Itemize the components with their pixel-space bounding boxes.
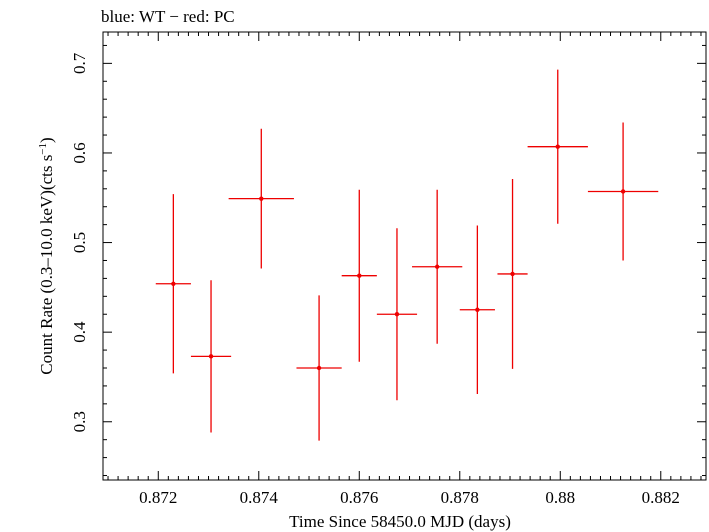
y-tick-label: 0.7 xyxy=(70,52,89,74)
y-axis-label: Count Rate (0.3–10.0 keV)(cts s−1) xyxy=(37,137,56,374)
x-tick-label: 0.88 xyxy=(545,488,575,507)
plot-frame xyxy=(102,31,707,481)
point-marker xyxy=(357,273,362,278)
point-marker xyxy=(259,196,264,201)
y-tick-label: 0.4 xyxy=(70,321,89,343)
y-axis-label-exponent: −1 xyxy=(37,143,49,155)
data-point xyxy=(527,69,588,224)
x-tick-label: 0.876 xyxy=(340,488,378,507)
data-point xyxy=(296,295,342,441)
data-point xyxy=(228,128,294,269)
point-marker xyxy=(316,365,322,371)
x-tick-label: 0.872 xyxy=(139,488,177,507)
point-marker xyxy=(434,264,440,269)
point-marker xyxy=(171,281,176,286)
data-point xyxy=(376,228,418,401)
y-tick-label: 0.3 xyxy=(70,411,89,432)
x-axis: 0.872 0.874 0.876 0.878 0.88 0.882 xyxy=(107,32,702,507)
y-tick-label: 0.5 xyxy=(70,232,89,253)
data-point xyxy=(587,122,659,261)
y-axis: 0.3 0.4 0.5 0.6 0.7 xyxy=(70,44,706,477)
point-marker xyxy=(510,271,515,277)
point-marker xyxy=(208,354,214,359)
point-marker xyxy=(394,312,400,317)
y-tick-label: 0.6 xyxy=(70,142,89,163)
data-point xyxy=(190,280,232,433)
x-axis-label: Time Since 58450.0 MJD (days) xyxy=(289,512,511,531)
x-tick-label: 0.878 xyxy=(441,488,479,507)
point-marker xyxy=(475,307,480,312)
y-axis-label-main: Count Rate (0.3–10.0 keV)(cts s xyxy=(37,155,56,375)
y-axis-label-close: ) xyxy=(37,137,56,143)
point-marker xyxy=(620,189,626,194)
data-point xyxy=(341,189,377,362)
data-point xyxy=(459,225,495,394)
x-tick-label: 0.882 xyxy=(642,488,680,507)
data-point xyxy=(497,178,528,369)
data-series xyxy=(155,69,659,441)
data-point xyxy=(412,189,463,344)
x-tick-label: 0.874 xyxy=(240,488,279,507)
point-marker xyxy=(555,144,560,149)
data-point xyxy=(155,194,191,374)
chart-title: blue: WT − red: PC xyxy=(101,7,235,26)
